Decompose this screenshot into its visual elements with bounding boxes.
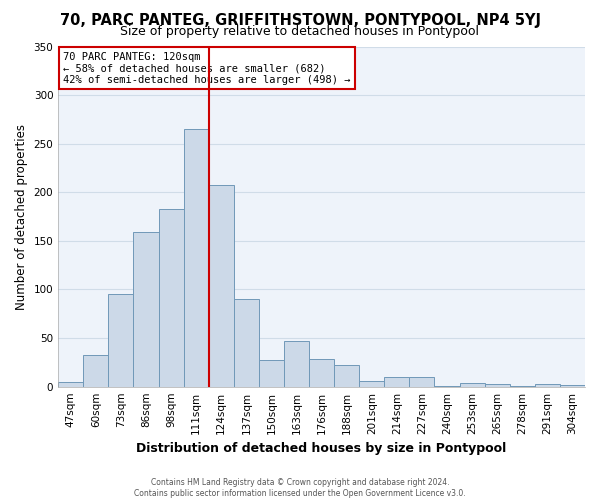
Bar: [184, 129, 209, 386]
Bar: [535, 384, 560, 386]
Bar: [334, 366, 359, 386]
Bar: [259, 360, 284, 386]
Bar: [58, 382, 83, 386]
Text: 70 PARC PANTEG: 120sqm
← 58% of detached houses are smaller (682)
42% of semi-de: 70 PARC PANTEG: 120sqm ← 58% of detached…: [64, 52, 351, 85]
Bar: [284, 341, 309, 386]
X-axis label: Distribution of detached houses by size in Pontypool: Distribution of detached houses by size …: [136, 442, 507, 455]
Text: Size of property relative to detached houses in Pontypool: Size of property relative to detached ho…: [121, 25, 479, 38]
Bar: [359, 381, 385, 386]
Bar: [234, 299, 259, 386]
Bar: [309, 360, 334, 386]
Bar: [560, 384, 585, 386]
Y-axis label: Number of detached properties: Number of detached properties: [15, 124, 28, 310]
Bar: [209, 184, 234, 386]
Text: Contains HM Land Registry data © Crown copyright and database right 2024.
Contai: Contains HM Land Registry data © Crown c…: [134, 478, 466, 498]
Bar: [83, 354, 109, 386]
Bar: [460, 383, 485, 386]
Bar: [133, 232, 158, 386]
Bar: [485, 384, 510, 386]
Bar: [409, 377, 434, 386]
Bar: [109, 294, 133, 386]
Bar: [385, 377, 409, 386]
Bar: [158, 209, 184, 386]
Text: 70, PARC PANTEG, GRIFFITHSTOWN, PONTYPOOL, NP4 5YJ: 70, PARC PANTEG, GRIFFITHSTOWN, PONTYPOO…: [59, 12, 541, 28]
